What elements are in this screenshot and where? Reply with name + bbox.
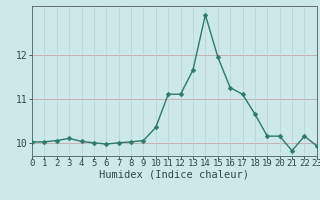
X-axis label: Humidex (Indice chaleur): Humidex (Indice chaleur) (100, 169, 249, 179)
